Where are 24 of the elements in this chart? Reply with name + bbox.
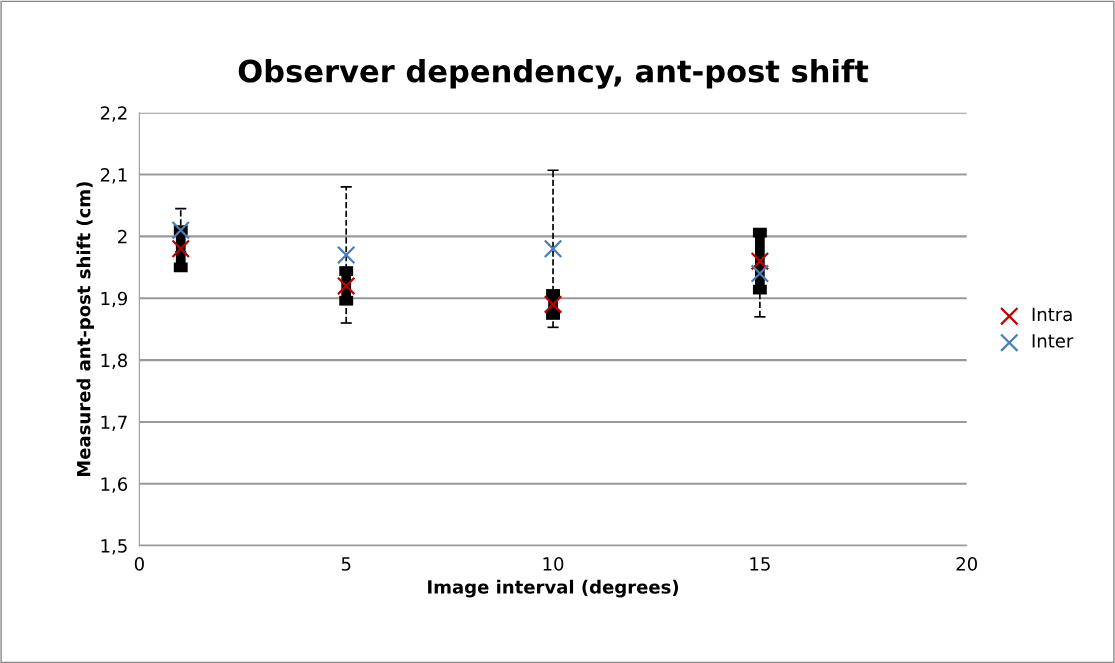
y-axis-title: Measured ant-post shift (cm) <box>76 182 94 477</box>
point <box>750 251 770 271</box>
y-tick-label: 1,5 <box>101 539 127 555</box>
x-axis-title: Image interval (degrees) <box>428 579 679 598</box>
x-tick-label: 20 <box>956 557 977 571</box>
y-tick-label: 1,9 <box>101 291 127 308</box>
y-tick-label: 1,8 <box>101 353 128 370</box>
x-tick-label: 10 <box>543 557 564 571</box>
x-tick-label: 0 <box>134 557 144 571</box>
legend-label: Intra <box>1032 307 1072 322</box>
y-tick-label: 1,7 <box>101 415 127 431</box>
y-tick-label: 2,1 <box>100 168 127 184</box>
legend-label: Inter <box>1032 334 1074 348</box>
point <box>543 239 563 259</box>
point <box>171 239 191 259</box>
point <box>336 276 356 296</box>
point <box>336 245 356 265</box>
y-tick-label: 2 <box>118 229 127 244</box>
y-tick-label: 2,2 <box>100 106 127 122</box>
point <box>750 264 770 283</box>
chart-title: Observer dependency, ant-post shift <box>238 58 869 89</box>
x-tick-label: 5 <box>341 557 351 571</box>
x-tick-label: 15 <box>750 557 770 571</box>
y-tick-label: 1,6 <box>101 477 128 493</box>
